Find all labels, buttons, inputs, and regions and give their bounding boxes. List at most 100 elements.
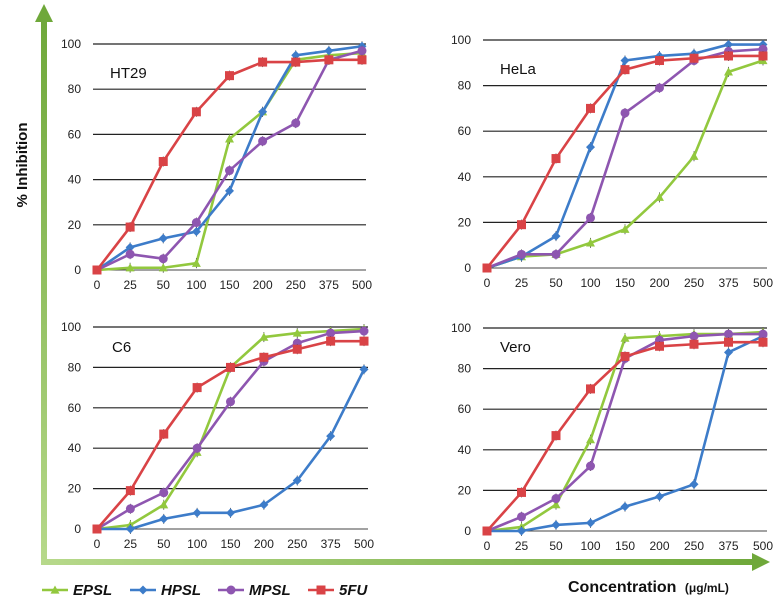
x-tick-label: 150 bbox=[220, 537, 240, 551]
x-tick-label: 25 bbox=[124, 537, 138, 551]
data-point bbox=[258, 107, 268, 117]
data-point bbox=[655, 192, 664, 201]
data-point bbox=[758, 337, 768, 347]
data-point bbox=[225, 186, 234, 196]
panel-hela: 0 20 40 60 80 100 0 25 50 100 150 200 250 375 500 HeLa bbox=[451, 33, 773, 290]
data-point bbox=[551, 249, 561, 259]
data-point bbox=[225, 134, 234, 143]
data-point bbox=[517, 512, 526, 522]
data-point bbox=[258, 57, 268, 67]
data-point bbox=[359, 364, 369, 374]
y-tick-label: 80 bbox=[458, 79, 472, 93]
data-point bbox=[125, 222, 135, 232]
y-tick-label: 40 bbox=[68, 441, 82, 455]
data-point bbox=[326, 431, 336, 441]
x-tick-label: 150 bbox=[615, 276, 635, 290]
frame-right-arrow-icon bbox=[752, 553, 770, 571]
data-point bbox=[159, 429, 169, 439]
data-point bbox=[191, 218, 201, 228]
data-point bbox=[324, 55, 334, 65]
data-point bbox=[586, 518, 595, 528]
x-tick-label: 375 bbox=[718, 539, 738, 553]
series-line bbox=[486, 47, 764, 270]
x-tick-label: 250 bbox=[287, 537, 307, 551]
series-line bbox=[96, 49, 363, 272]
y-tick-label: 80 bbox=[458, 362, 472, 376]
panel-c6: 0 20 40 60 80 100 0 25 50 100 150 200 250 375 500 C6 bbox=[61, 320, 374, 551]
y-tick-label: 0 bbox=[464, 524, 471, 538]
data-point bbox=[359, 326, 369, 336]
data-point bbox=[226, 397, 235, 407]
x-tick-label: 200 bbox=[253, 278, 273, 292]
panel-title: HT29 bbox=[110, 65, 147, 82]
data-point bbox=[551, 231, 561, 241]
data-point bbox=[192, 508, 202, 518]
data-point bbox=[724, 329, 733, 339]
data-point bbox=[158, 157, 168, 167]
y-tick-label: 20 bbox=[458, 483, 472, 497]
series-line bbox=[96, 51, 363, 272]
data-point bbox=[357, 55, 367, 65]
data-point bbox=[125, 249, 135, 259]
data-point bbox=[620, 224, 630, 233]
series-5fu bbox=[92, 54, 367, 275]
data-point bbox=[291, 50, 301, 60]
data-point bbox=[291, 118, 301, 128]
data-point bbox=[655, 83, 664, 93]
data-point bbox=[620, 351, 630, 361]
data-point bbox=[551, 500, 561, 509]
data-point bbox=[259, 332, 269, 341]
x-tick-label: 100 bbox=[580, 276, 600, 290]
data-point bbox=[292, 476, 302, 486]
data-point bbox=[689, 331, 699, 341]
legend-label: HPSL bbox=[161, 582, 201, 599]
x-tick-label: 200 bbox=[649, 276, 669, 290]
data-point bbox=[758, 51, 768, 61]
x-tick-label: 100 bbox=[187, 537, 207, 551]
legend-marker-icon bbox=[138, 585, 148, 595]
y-tick-label: 80 bbox=[68, 82, 82, 96]
legend-label: EPSL bbox=[73, 582, 112, 599]
y-tick-label: 100 bbox=[451, 33, 471, 47]
x-tick-label: 0 bbox=[94, 278, 101, 292]
data-point bbox=[359, 336, 369, 346]
data-point bbox=[724, 51, 733, 61]
data-point bbox=[292, 344, 302, 354]
data-point bbox=[689, 339, 699, 349]
data-point bbox=[551, 154, 561, 164]
x-tick-label: 25 bbox=[515, 539, 529, 553]
data-point bbox=[259, 352, 269, 362]
data-point bbox=[159, 500, 169, 509]
data-point bbox=[125, 486, 135, 496]
y-tick-label: 40 bbox=[68, 173, 82, 187]
frame-up-arrow-icon bbox=[35, 4, 53, 22]
legend-label: 5FU bbox=[339, 582, 369, 599]
data-point bbox=[292, 328, 302, 337]
data-point bbox=[226, 362, 235, 372]
series-5fu bbox=[92, 336, 369, 534]
x-tick-label: 250 bbox=[684, 539, 704, 553]
data-point bbox=[586, 461, 595, 471]
data-point bbox=[326, 336, 336, 346]
series-line bbox=[96, 329, 365, 531]
data-point bbox=[517, 249, 526, 259]
x-axis-label-text: Concentration bbox=[568, 579, 676, 596]
data-point bbox=[125, 242, 135, 252]
data-point bbox=[655, 341, 664, 351]
data-point bbox=[191, 107, 201, 117]
y-tick-label: 60 bbox=[458, 402, 472, 416]
legend-label: MPSL bbox=[249, 582, 291, 599]
data-point bbox=[551, 431, 561, 441]
frame-vertical-bar bbox=[41, 20, 47, 565]
data-point bbox=[517, 526, 526, 536]
y-tick-label: 20 bbox=[68, 218, 82, 232]
series-epsl bbox=[482, 55, 768, 272]
x-tick-label: 50 bbox=[157, 537, 171, 551]
data-point bbox=[125, 504, 135, 514]
y-tick-label: 0 bbox=[74, 263, 81, 277]
data-point bbox=[326, 328, 336, 338]
y-axis-label: % Inhibition bbox=[14, 123, 31, 208]
data-point bbox=[324, 46, 334, 56]
x-tick-label: 500 bbox=[354, 537, 374, 551]
